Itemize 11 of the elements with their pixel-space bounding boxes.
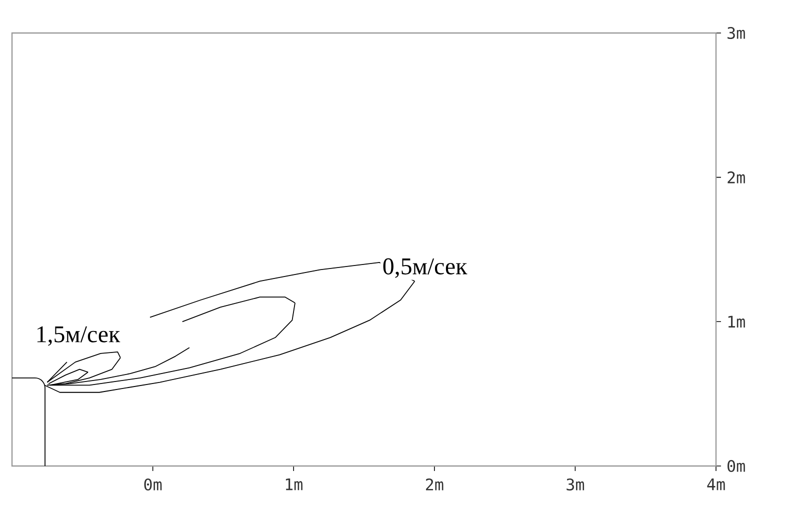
x-tick-label: 4m — [707, 478, 725, 490]
y-tick-label: 2m — [728, 171, 745, 184]
annotation: 0,5м/сек — [383, 258, 468, 278]
y-tick-label: 0m — [728, 460, 745, 472]
x-tick-label: 0m — [144, 478, 162, 491]
x-tick-label: 2m — [426, 478, 444, 490]
x-tick-label: 1m — [286, 478, 302, 490]
y-tick-label: 3m — [728, 26, 745, 40]
x-tick-label: 3m — [566, 478, 584, 491]
annotation: 1,5м/сек — [37, 326, 120, 346]
y-tick-label: 1m — [728, 316, 745, 328]
